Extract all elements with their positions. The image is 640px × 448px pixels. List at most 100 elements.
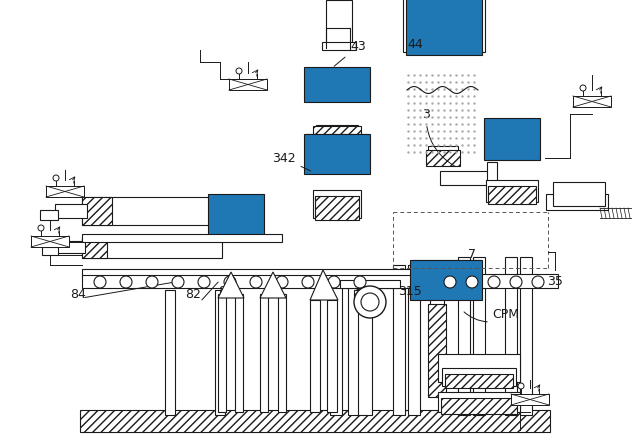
Bar xyxy=(306,68,368,100)
Bar xyxy=(326,0,352,48)
Bar xyxy=(260,294,268,412)
Text: 342: 342 xyxy=(272,152,310,171)
Text: 3: 3 xyxy=(422,108,456,167)
Circle shape xyxy=(518,383,524,389)
Circle shape xyxy=(276,276,288,288)
Circle shape xyxy=(444,276,456,288)
Circle shape xyxy=(532,276,544,288)
Circle shape xyxy=(236,68,242,74)
Bar xyxy=(511,394,549,405)
Text: 82: 82 xyxy=(185,288,201,301)
Circle shape xyxy=(510,276,522,288)
Bar xyxy=(486,120,538,158)
Bar xyxy=(304,134,370,174)
Polygon shape xyxy=(218,272,244,298)
Bar xyxy=(393,265,405,415)
Text: 7: 7 xyxy=(468,248,476,261)
Text: 43: 43 xyxy=(334,40,365,66)
Bar xyxy=(306,134,368,172)
Bar xyxy=(440,171,490,185)
Text: 44: 44 xyxy=(407,38,423,51)
Text: 83: 83 xyxy=(218,285,234,298)
Bar xyxy=(412,260,480,298)
Bar xyxy=(42,247,58,255)
Text: 315: 315 xyxy=(398,285,422,298)
Bar xyxy=(438,354,520,382)
Bar xyxy=(486,180,538,202)
Bar xyxy=(82,238,222,258)
Circle shape xyxy=(224,276,236,288)
Bar xyxy=(428,146,458,164)
Polygon shape xyxy=(310,270,338,300)
Bar xyxy=(354,290,376,298)
Circle shape xyxy=(53,175,59,181)
Circle shape xyxy=(120,276,132,288)
Text: CPM: CPM xyxy=(492,308,519,321)
Text: 31: 31 xyxy=(353,285,369,298)
Bar xyxy=(348,277,360,415)
Bar xyxy=(229,79,267,90)
Bar xyxy=(82,197,112,225)
Bar xyxy=(82,197,222,225)
Bar xyxy=(553,182,605,206)
Circle shape xyxy=(38,225,44,231)
Bar xyxy=(410,260,482,300)
Bar xyxy=(304,67,370,102)
Bar xyxy=(82,269,467,275)
Circle shape xyxy=(354,286,386,318)
Circle shape xyxy=(328,276,340,288)
Bar xyxy=(210,196,262,238)
Bar xyxy=(46,186,84,197)
Bar xyxy=(313,126,361,140)
Bar xyxy=(327,300,337,412)
Bar xyxy=(430,300,444,395)
Circle shape xyxy=(361,293,379,311)
Bar xyxy=(208,194,264,240)
Circle shape xyxy=(354,276,366,288)
Bar xyxy=(340,280,400,288)
Bar xyxy=(445,374,513,388)
Bar xyxy=(55,204,87,218)
Bar xyxy=(315,196,359,220)
Bar xyxy=(441,398,517,414)
Bar xyxy=(322,42,356,50)
Circle shape xyxy=(94,276,106,288)
Bar xyxy=(484,118,540,160)
Bar xyxy=(40,210,58,220)
Polygon shape xyxy=(260,272,286,298)
Bar xyxy=(165,290,175,415)
Bar xyxy=(313,190,361,218)
Circle shape xyxy=(580,85,586,91)
Bar xyxy=(80,410,550,432)
Bar xyxy=(438,392,520,412)
Bar xyxy=(358,297,372,415)
Bar xyxy=(426,150,460,166)
Bar xyxy=(82,234,282,242)
Bar xyxy=(330,277,342,415)
Circle shape xyxy=(250,276,262,288)
Bar xyxy=(310,300,320,412)
Circle shape xyxy=(488,276,500,288)
Bar xyxy=(408,265,420,415)
Circle shape xyxy=(198,276,210,288)
Bar xyxy=(487,162,497,182)
Bar xyxy=(473,257,485,415)
Bar xyxy=(488,186,536,204)
Bar xyxy=(458,257,470,415)
Bar xyxy=(406,0,482,55)
Bar xyxy=(215,290,225,415)
Bar xyxy=(55,241,85,253)
Bar xyxy=(82,238,107,258)
Circle shape xyxy=(466,276,478,288)
Circle shape xyxy=(172,276,184,288)
Bar xyxy=(442,368,516,386)
Bar xyxy=(415,264,477,296)
Bar xyxy=(82,274,467,288)
Bar xyxy=(235,294,243,412)
Circle shape xyxy=(146,276,158,288)
Bar xyxy=(31,236,69,247)
Text: 84: 84 xyxy=(70,288,86,301)
Bar xyxy=(546,194,608,210)
Bar xyxy=(218,294,226,412)
Bar xyxy=(520,257,532,415)
